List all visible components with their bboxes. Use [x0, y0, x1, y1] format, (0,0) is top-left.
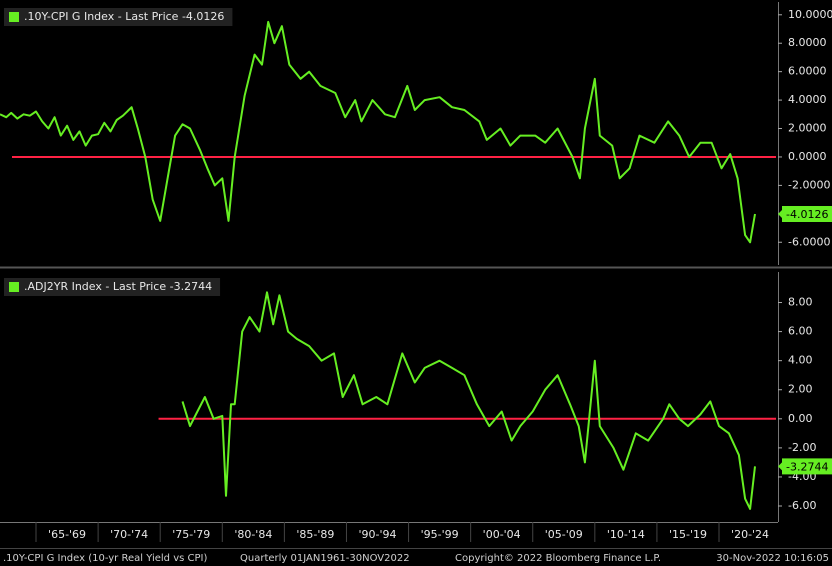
footer-period: Quarterly 01JAN1961-30NOV2022	[240, 553, 410, 564]
legend-last-price-label: - Last Price	[105, 280, 166, 293]
x-tick-label: '85-'89	[296, 528, 334, 541]
y-tick-label: -6.00	[788, 499, 816, 512]
x-tick-label: '20-'24	[731, 528, 769, 541]
last-price-box	[782, 458, 832, 475]
y-tick-label: 10.0000	[788, 8, 832, 21]
y-tick-label: 2.0000	[788, 122, 827, 135]
legend-last-price: -4.0126	[182, 10, 224, 23]
y-tick-label: 6.00	[788, 325, 813, 338]
y-tick-label: -6.0000	[788, 235, 830, 248]
legend-box	[4, 8, 233, 26]
y-tick-label: 8.0000	[788, 36, 827, 49]
last-price-label: -4.0126	[786, 208, 828, 221]
y-tick-label: -2.00	[788, 441, 816, 454]
legend-swatch	[9, 282, 19, 292]
legend-label: .10Y-CPI G Index - Last Price -4.0126	[24, 10, 224, 23]
x-tick-label: '75-'79	[172, 528, 210, 541]
x-tick-label: '00-'04	[483, 528, 521, 541]
legend-series-name: .10Y-CPI G Index	[24, 10, 115, 23]
y-tick-label: 6.0000	[788, 65, 827, 78]
x-tick-label: '70-'74	[110, 528, 148, 541]
x-tick-label: '65-'69	[48, 528, 86, 541]
legend-last-price-label: - Last Price	[118, 10, 179, 23]
y-tick-label: 0.0000	[788, 150, 827, 163]
legend-series-name: .ADJ2YR Index	[24, 280, 102, 293]
y-tick-label: 2.00	[788, 383, 813, 396]
y-tick-label: -2.0000	[788, 178, 830, 191]
x-tick-label: '80-'84	[234, 528, 272, 541]
last-price-label: -3.2744	[786, 460, 828, 473]
x-tick-label: '90-'94	[359, 528, 397, 541]
x-tick-label: '15-'19	[669, 528, 707, 541]
x-tick-label: '10-'14	[607, 528, 645, 541]
last-price-pointer	[778, 209, 783, 220]
footer-description: .10Y-CPI G Index (10-yr Real Yield vs CP…	[3, 553, 207, 564]
y-tick-label: 8.00	[788, 296, 813, 309]
last-price-box	[782, 206, 832, 223]
legend-last-price: -3.2744	[170, 280, 212, 293]
y-tick-label: 4.00	[788, 354, 813, 367]
legend-box	[4, 278, 221, 296]
y-tick-label: 0.00	[788, 412, 813, 425]
footer-timestamp: 30-Nov-2022 10:16:05	[716, 553, 829, 564]
legend-label: .ADJ2YR Index - Last Price -3.2744	[24, 280, 212, 293]
series-line	[181, 291, 756, 510]
footer-copyright: Copyright© 2022 Bloomberg Finance L.P.	[455, 553, 661, 564]
x-tick-label: '95-'99	[421, 528, 459, 541]
legend-swatch	[9, 12, 19, 22]
last-price-pointer	[778, 461, 783, 472]
y-tick-label: 4.0000	[788, 93, 827, 106]
x-tick-label: '05-'09	[545, 528, 583, 541]
series-line	[0, 20, 756, 244]
